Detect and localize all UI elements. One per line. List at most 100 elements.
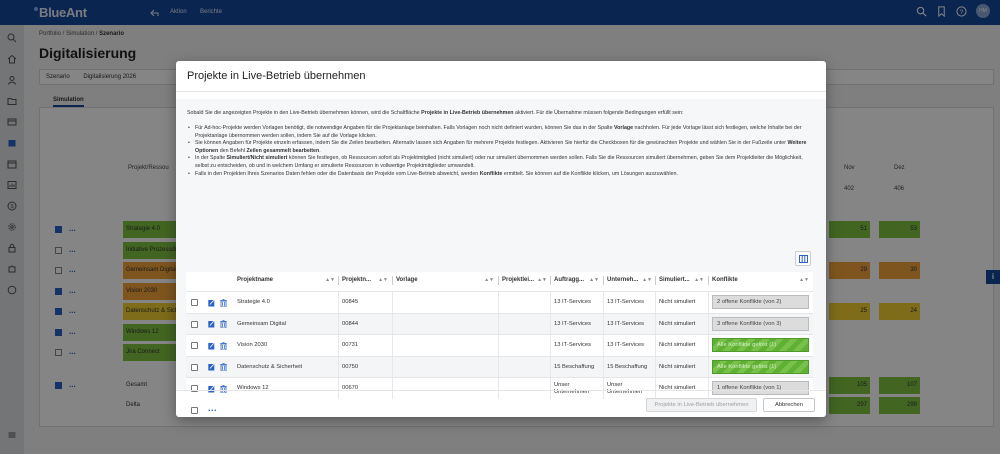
- row-menu[interactable]: ...: [69, 326, 76, 336]
- row-checkbox[interactable]: [191, 385, 198, 392]
- row-project-name[interactable]: Datenschutz & Sicherh: [123, 303, 193, 320]
- column-vorlage[interactable]: Vorlage ▲▼: [396, 277, 494, 283]
- help-icon[interactable]: ?: [956, 5, 967, 17]
- row-project-name[interactable]: Jira Connect: [123, 344, 193, 361]
- search-icon[interactable]: [7, 33, 17, 43]
- row-project-name[interactable]: Initiative Prozessdigit: [123, 241, 193, 259]
- breadcrumb-simulation[interactable]: Simulation: [66, 31, 95, 37]
- row-menu[interactable]: ...: [69, 224, 76, 233]
- dollar-icon[interactable]: $: [7, 201, 17, 211]
- total-checkbox[interactable]: [55, 382, 62, 389]
- breadcrumb-portfolio[interactable]: Portfolio: [39, 31, 62, 37]
- table-row[interactable]: Gemeinsam Digital 00844 13 IT-Services 13 I…: [186, 312, 813, 335]
- row-checkbox[interactable]: [55, 267, 62, 274]
- cell-vorlage[interactable]: [393, 314, 497, 335]
- gear-icon[interactable]: [7, 222, 17, 232]
- row-checkbox[interactable]: [55, 287, 62, 295]
- cell-vorlage[interactable]: [393, 292, 497, 313]
- home-icon[interactable]: [7, 54, 17, 64]
- row-checkbox[interactable]: [191, 320, 198, 328]
- column-projektname[interactable]: Projektname ▲▼: [237, 277, 335, 283]
- delete-icon[interactable]: [220, 363, 227, 371]
- row-menu[interactable]: ...: [69, 347, 76, 356]
- avatar[interactable]: HM: [976, 4, 990, 18]
- cell-projektname: Strategie 4.0: [237, 299, 270, 305]
- conflict-badge[interactable]: Alle Konflikte gelöst (1): [712, 338, 809, 352]
- cancel-button[interactable]: Abbrechen: [763, 398, 815, 412]
- edit-icon[interactable]: [208, 320, 215, 328]
- conflict-badge[interactable]: 3 offene Konflikte (von 3): [712, 316, 809, 331]
- row-project-name[interactable]: Windows 12: [123, 323, 193, 341]
- column-projektnummer[interactable]: Projektn... ▲▼: [342, 277, 388, 283]
- cell-simuliert[interactable]: Nicht simuliert: [659, 342, 696, 348]
- row-checkbox[interactable]: [191, 363, 198, 371]
- table-row[interactable]: Vision 2030 00731 13 IT-Services 13 IT-Serv…: [186, 334, 813, 356]
- menu-icon[interactable]: [7, 430, 17, 440]
- row-project-name[interactable]: Vision 2030: [123, 282, 193, 300]
- nav-berichte[interactable]: Berichte: [200, 9, 223, 15]
- edit-icon[interactable]: [208, 299, 215, 307]
- column-projektleiter[interactable]: Projektlei... ▲▼: [502, 277, 547, 283]
- conflict-badge[interactable]: Alle Konflikte gelöst (1): [712, 359, 809, 374]
- user-icon[interactable]: [7, 75, 17, 85]
- calendar-icon[interactable]: [7, 159, 17, 169]
- cell-simuliert[interactable]: Nicht simuliert: [659, 385, 696, 391]
- column-unternehmen[interactable]: Unterneh... ▲▼: [607, 277, 652, 283]
- select-all-checkbox[interactable]: [191, 407, 198, 414]
- column-auftraggeber[interactable]: Auftragg... ▲▼: [554, 277, 599, 283]
- puzzle-icon[interactable]: [7, 264, 17, 274]
- folder-icon[interactable]: [7, 96, 17, 106]
- column-settings-button[interactable]: [795, 251, 811, 266]
- table-row[interactable]: Strategie 4.0 00845 13 IT-Services 13 IT-Se…: [186, 291, 813, 313]
- row-checkbox[interactable]: [191, 342, 198, 349]
- cell-simuliert[interactable]: Nicht simuliert: [659, 299, 696, 305]
- row-menu[interactable]: ...: [69, 244, 76, 254]
- more-options-button[interactable]: ...: [208, 403, 218, 413]
- column-project[interactable]: Projekt/Ressou: [128, 165, 169, 171]
- transfer-to-live-button[interactable]: Projekte in Live-Betrieb übernehmen: [646, 398, 757, 412]
- chart-icon[interactable]: [7, 180, 17, 190]
- row-checkbox[interactable]: [55, 328, 62, 336]
- lock-icon[interactable]: [7, 243, 17, 253]
- cell-simuliert[interactable]: Nicht simuliert: [659, 320, 696, 327]
- bookmark-icon[interactable]: [936, 5, 947, 17]
- transfer-dialog: Projekte in Live-Betrieb übernehmen Soba…: [176, 61, 826, 417]
- delete-icon[interactable]: [220, 320, 227, 328]
- nav-aktion[interactable]: Aktion: [170, 9, 187, 15]
- edit-icon[interactable]: [208, 342, 215, 350]
- row-checkbox[interactable]: [55, 349, 62, 356]
- back-arrow-icon[interactable]: [150, 8, 160, 18]
- row-project-name[interactable]: Gemeinsam Digital: [123, 262, 193, 279]
- portfolio-icon[interactable]: [7, 138, 17, 148]
- column-konflikte[interactable]: Konflikte ▲▼: [712, 277, 809, 283]
- cell-vorlage[interactable]: [393, 335, 497, 356]
- cell-vorlage[interactable]: [393, 357, 497, 378]
- table-row[interactable]: Windows 12 00670 Unser Unternehmen Unser Un…: [186, 377, 813, 399]
- conflict-badge[interactable]: 1 offene Konflikte (von 1): [712, 381, 809, 395]
- delete-icon[interactable]: [220, 341, 227, 350]
- search-icon[interactable]: [916, 6, 927, 17]
- row-project-name[interactable]: Strategie 4.0: [123, 221, 193, 238]
- tab-simulation[interactable]: Simulation: [53, 97, 84, 107]
- column-simuliert[interactable]: Simuliert... ▲▼: [659, 277, 704, 283]
- chat-icon[interactable]: [7, 285, 17, 295]
- info-icon[interactable]: i: [986, 270, 1000, 284]
- table-row[interactable]: Datenschutz & Sicherheit 00750 15 Beschaff…: [186, 355, 813, 378]
- row-checkbox[interactable]: [55, 246, 62, 254]
- conflict-badge[interactable]: 2 offene Konflikte (von 2): [712, 295, 809, 309]
- delete-icon[interactable]: [220, 384, 227, 393]
- row-menu[interactable]: ...: [69, 306, 76, 315]
- delete-icon[interactable]: [220, 298, 227, 307]
- app-logo[interactable]: BlueAnt: [34, 5, 87, 20]
- card-icon[interactable]: [7, 117, 17, 127]
- row-menu[interactable]: ...: [69, 380, 76, 389]
- row-checkbox[interactable]: [55, 308, 62, 315]
- row-checkbox[interactable]: [191, 299, 198, 306]
- edit-icon[interactable]: [208, 385, 215, 393]
- row-menu[interactable]: ...: [69, 265, 76, 274]
- row-checkbox[interactable]: [55, 226, 62, 233]
- row-menu[interactable]: ...: [69, 285, 76, 295]
- edit-icon[interactable]: [208, 363, 215, 371]
- cell-simuliert[interactable]: Nicht simuliert: [659, 363, 696, 370]
- cell-vorlage[interactable]: [393, 378, 497, 399]
